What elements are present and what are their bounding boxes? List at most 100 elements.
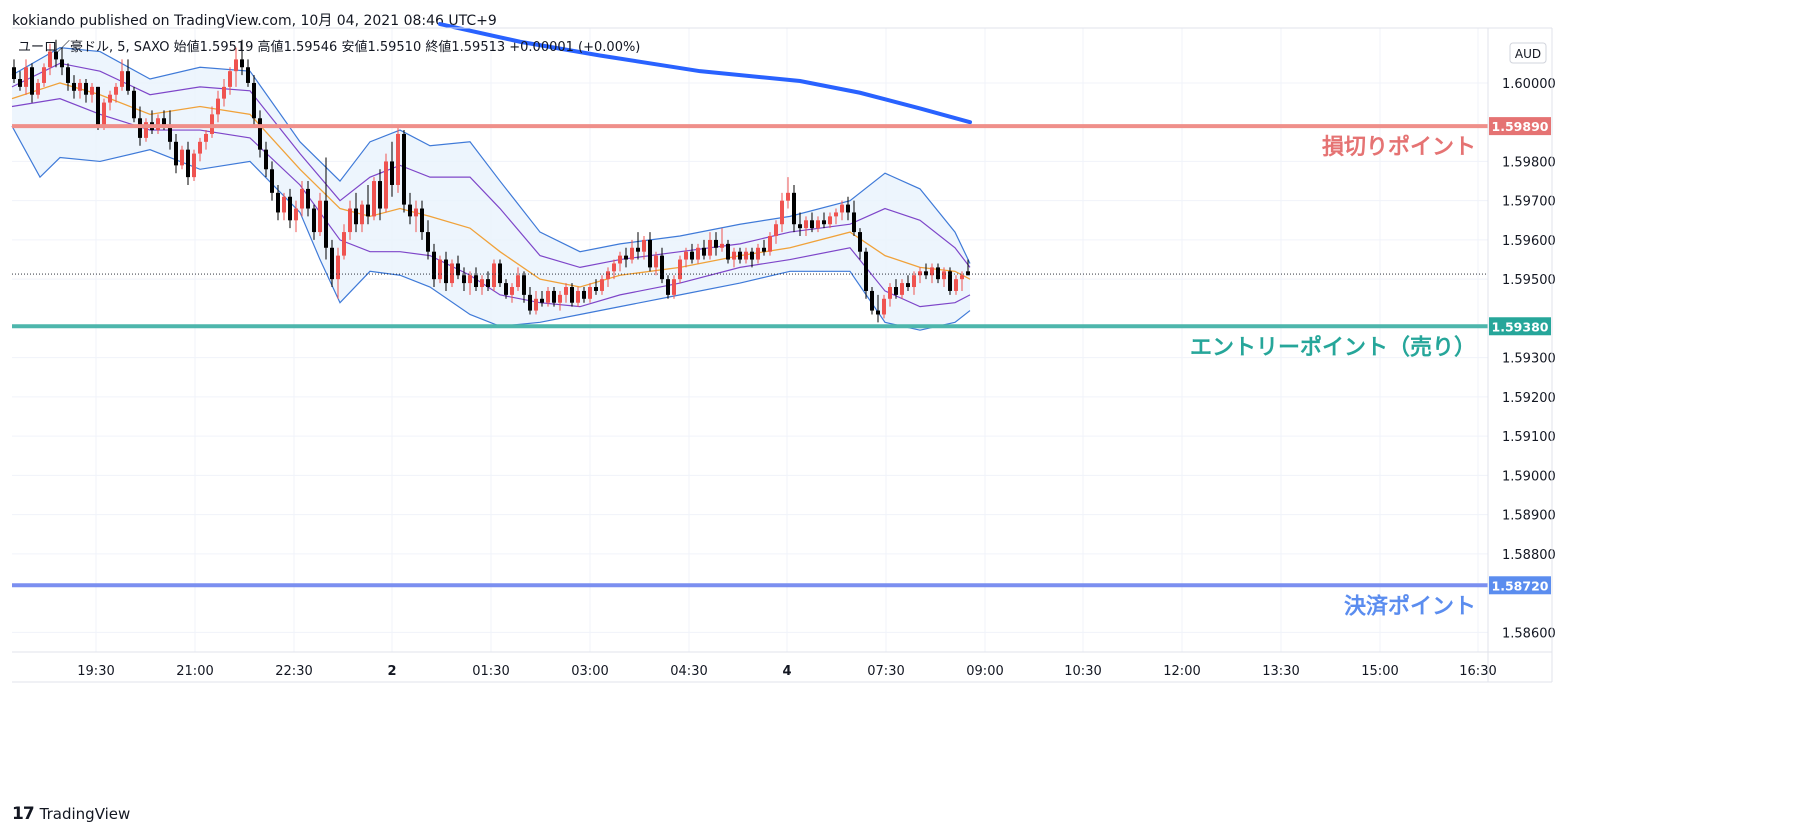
candle (204, 130, 208, 150)
candle-body (546, 290, 550, 303)
candle (858, 228, 862, 260)
candle (96, 86, 100, 131)
candle (750, 247, 754, 268)
y-tick-label: 1.59300 (1502, 352, 1556, 367)
candle (324, 157, 328, 260)
candle-body (444, 259, 448, 284)
candle (678, 255, 682, 284)
high-value: 1.59546 (284, 40, 342, 55)
candle-body (594, 287, 598, 291)
candle (864, 247, 868, 299)
candle-body (348, 208, 352, 233)
candle (780, 192, 784, 233)
candle (228, 67, 232, 95)
candle (408, 192, 412, 225)
candle-body (468, 275, 472, 284)
candle-body (414, 208, 418, 217)
candle (786, 177, 790, 209)
change-value: +0.00001 (+0.00%) (509, 40, 640, 55)
candle-body (660, 255, 664, 280)
candle-body (222, 86, 226, 99)
candle (414, 200, 418, 233)
candle (774, 220, 778, 244)
candle (42, 63, 46, 87)
candle-body (774, 224, 778, 236)
candle (804, 216, 808, 236)
candle (378, 169, 382, 221)
candle-body (102, 102, 106, 127)
ma-long-line (438, 22, 972, 125)
candle (174, 133, 178, 174)
candle-body (732, 251, 736, 260)
candle (558, 290, 562, 311)
candle-body (60, 59, 64, 68)
candle (474, 267, 478, 291)
candle (144, 118, 148, 142)
candle-body (582, 290, 586, 299)
axes: 1.60000 1.59800 1.59700 1.59600 1.59500 1.593… (12, 27, 1556, 683)
candle-body (516, 275, 520, 288)
candle-body (834, 212, 838, 217)
candle-body (906, 283, 910, 288)
candle (468, 271, 472, 295)
candle-body (198, 141, 202, 154)
y-tick-label: 1.59500 (1502, 273, 1556, 288)
candle-body (798, 224, 802, 229)
candle-body (72, 82, 76, 91)
candle-body (252, 82, 256, 119)
candle-body (66, 67, 70, 83)
candle (822, 212, 826, 229)
candle-body (126, 71, 130, 91)
candle-body (792, 192, 796, 225)
candle-body (270, 169, 274, 193)
candle (318, 192, 322, 236)
candle (918, 267, 922, 284)
currency-badge-label: AUD (1515, 47, 1541, 61)
low-value: 1.59510 (367, 40, 425, 55)
candle (510, 283, 514, 303)
candle (354, 192, 358, 233)
candle-body (426, 232, 430, 252)
candle (732, 247, 736, 268)
candle (828, 212, 832, 229)
candle-body (48, 51, 52, 68)
candle (504, 279, 508, 299)
x-tick-label: 03:00 (571, 664, 608, 679)
candle (900, 279, 904, 299)
symbol-legend-text: ユーロ／豪ドル, 5, SAXO 始値1.59519 高値1.59546 安値1… (18, 39, 640, 55)
tradingview-mark-icon: 17 (12, 804, 35, 824)
candle-body (510, 287, 514, 295)
candle-body (528, 294, 532, 311)
candle (618, 251, 622, 272)
candle (276, 184, 280, 221)
candle-body (564, 287, 568, 295)
entry-level-text: エントリーポイント（売り） (1190, 334, 1476, 360)
candle (954, 275, 958, 295)
candle (348, 200, 352, 240)
candle-body (114, 86, 118, 95)
candle-body (720, 243, 724, 248)
candle-body (894, 287, 898, 295)
candle (330, 239, 334, 288)
candle (948, 267, 952, 295)
candle (30, 63, 34, 103)
candle-body (204, 133, 208, 142)
candle-body (726, 243, 730, 260)
candle (270, 161, 274, 201)
candle (930, 263, 934, 284)
candle (876, 294, 880, 323)
tradingview-logo[interactable]: 17 TradingView (12, 804, 130, 824)
low-label: 安値 (341, 39, 367, 55)
x-tick-label: 12:00 (1163, 664, 1200, 679)
candle (312, 204, 316, 240)
candle (456, 255, 460, 280)
candle-body (258, 118, 262, 150)
candles (12, 39, 970, 323)
candle (216, 90, 220, 123)
candle-body (828, 216, 832, 225)
candle-body (486, 279, 490, 288)
candle-body (246, 67, 250, 83)
candle (768, 232, 772, 256)
candle-body (948, 271, 952, 291)
